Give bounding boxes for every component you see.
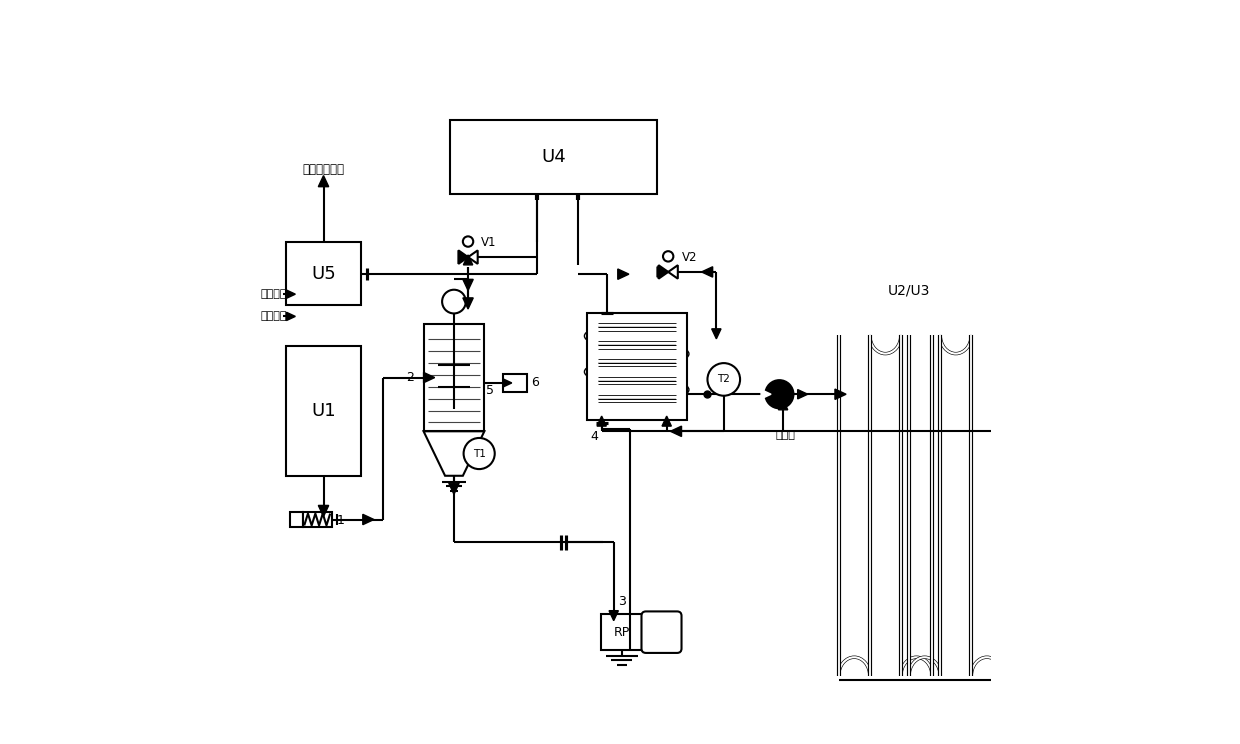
Polygon shape bbox=[463, 279, 474, 290]
Polygon shape bbox=[286, 290, 295, 298]
Bar bbox=[587, 312, 687, 420]
Polygon shape bbox=[503, 379, 512, 387]
Text: U2/U3: U2/U3 bbox=[888, 283, 930, 298]
Text: 调配用水: 调配用水 bbox=[260, 312, 286, 321]
Text: 6: 6 bbox=[531, 376, 539, 389]
Text: U5: U5 bbox=[311, 265, 336, 283]
Polygon shape bbox=[449, 483, 459, 494]
Polygon shape bbox=[712, 329, 720, 339]
Polygon shape bbox=[702, 267, 713, 277]
Polygon shape bbox=[609, 611, 619, 620]
Polygon shape bbox=[671, 426, 682, 437]
Bar bbox=[304, 512, 331, 527]
Text: U4: U4 bbox=[541, 148, 565, 166]
Text: RP: RP bbox=[614, 626, 630, 638]
Text: 3: 3 bbox=[618, 594, 626, 608]
Polygon shape bbox=[662, 416, 671, 426]
Polygon shape bbox=[779, 400, 787, 410]
Polygon shape bbox=[467, 251, 477, 264]
Polygon shape bbox=[596, 416, 606, 426]
Bar bbox=[424, 324, 485, 432]
Polygon shape bbox=[424, 372, 435, 382]
Polygon shape bbox=[319, 176, 329, 187]
Polygon shape bbox=[668, 265, 678, 279]
Circle shape bbox=[663, 251, 673, 262]
Bar bbox=[286, 346, 361, 475]
Bar bbox=[601, 615, 642, 650]
FancyBboxPatch shape bbox=[641, 612, 682, 653]
Polygon shape bbox=[797, 390, 807, 399]
Circle shape bbox=[463, 237, 474, 247]
Circle shape bbox=[708, 363, 740, 396]
Circle shape bbox=[464, 438, 495, 469]
Text: 污泥来料: 污泥来料 bbox=[260, 289, 286, 299]
Text: V2: V2 bbox=[682, 251, 697, 263]
Text: 5: 5 bbox=[486, 384, 494, 397]
Text: T2: T2 bbox=[717, 374, 730, 385]
Text: 2: 2 bbox=[407, 371, 414, 384]
Polygon shape bbox=[658, 265, 668, 279]
Text: T1: T1 bbox=[472, 449, 486, 458]
Polygon shape bbox=[463, 298, 474, 309]
Polygon shape bbox=[464, 255, 472, 265]
Bar bbox=[450, 120, 657, 194]
Polygon shape bbox=[657, 267, 668, 277]
Text: 氧化剂: 氧化剂 bbox=[776, 430, 796, 440]
Polygon shape bbox=[459, 251, 467, 264]
Polygon shape bbox=[761, 390, 771, 399]
Text: 1: 1 bbox=[337, 514, 345, 527]
Polygon shape bbox=[363, 514, 374, 525]
Text: U1: U1 bbox=[311, 402, 336, 420]
Bar bbox=[290, 512, 304, 527]
Text: 对外无害排放: 对外无害排放 bbox=[303, 163, 345, 176]
Polygon shape bbox=[286, 312, 295, 321]
Bar bbox=[286, 243, 361, 305]
Polygon shape bbox=[835, 389, 846, 400]
Bar bbox=[503, 374, 527, 392]
Polygon shape bbox=[618, 269, 629, 279]
Polygon shape bbox=[1009, 409, 1019, 420]
Text: 4: 4 bbox=[590, 430, 598, 443]
Polygon shape bbox=[319, 505, 329, 516]
Circle shape bbox=[443, 289, 466, 313]
Polygon shape bbox=[424, 432, 485, 475]
Text: V1: V1 bbox=[481, 236, 497, 248]
Circle shape bbox=[765, 380, 794, 408]
